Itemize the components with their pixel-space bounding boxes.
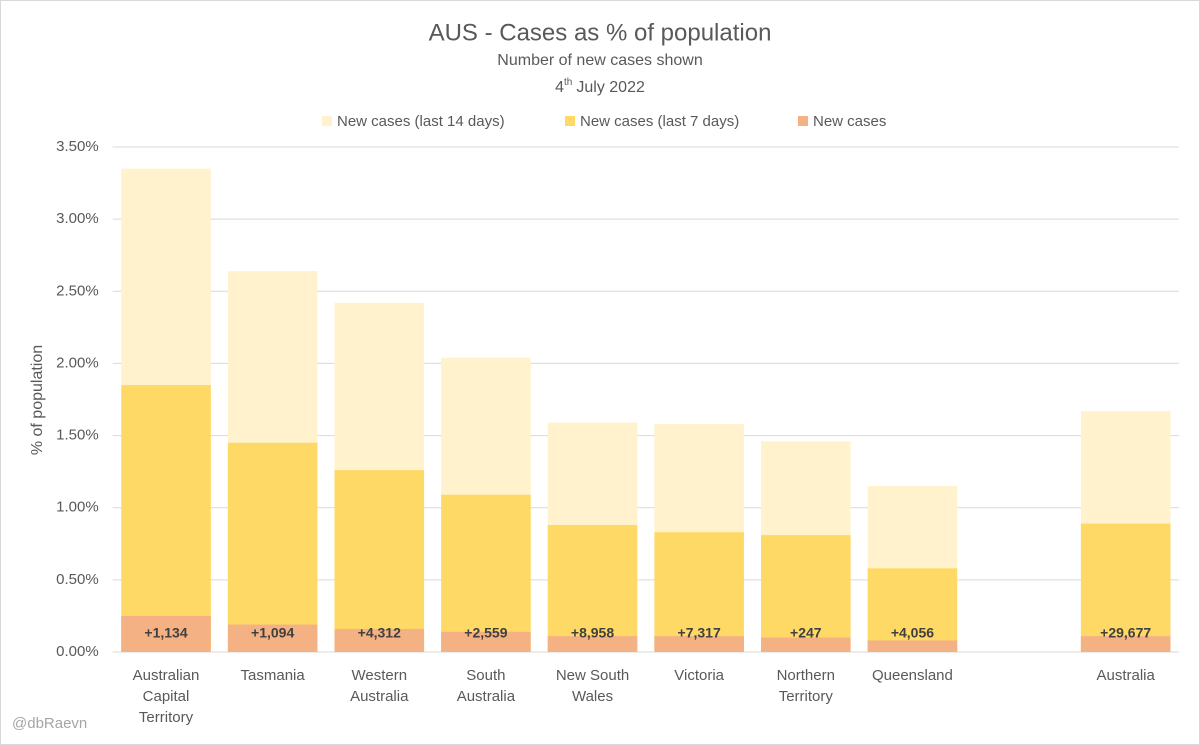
y-tick-label: 2.00% (56, 354, 99, 371)
y-tick-label: 3.00% (56, 210, 99, 227)
chart-title: AUS - Cases as % of population (429, 19, 772, 46)
x-tick-label: New South Wales (555, 667, 630, 705)
bar (121, 385, 211, 652)
y-tick-label: 1.50% (56, 427, 99, 444)
data-label: +247 (790, 625, 822, 641)
bar (1080, 523, 1171, 652)
legend-label: New cases (813, 113, 886, 130)
date-day: 4 (555, 79, 564, 96)
legend-swatch (798, 116, 808, 126)
chart-subtitle: Number of new cases shown (497, 52, 702, 69)
data-label: +1,134 (144, 625, 187, 641)
bar (654, 636, 744, 652)
data-label: +2,559 (464, 625, 507, 641)
data-label: +29,677 (1100, 625, 1151, 641)
x-tick-label: Victoria (674, 667, 725, 684)
date-suffix: th (564, 77, 572, 88)
data-label: +4,312 (358, 625, 401, 641)
x-tick-label: Northern Territory (776, 667, 835, 705)
x-tick-label: Tasmania (240, 667, 305, 684)
bar (547, 525, 638, 652)
bar (334, 628, 425, 652)
y-axis-label: % of population (29, 345, 46, 455)
legend-label: New cases (last 7 days) (580, 113, 739, 130)
data-label: +7,317 (678, 625, 721, 641)
bar (547, 636, 638, 652)
x-tick-label: Western Australia (350, 667, 409, 705)
legend-swatch (322, 116, 332, 126)
x-tick-label: Australian Capital Territory (132, 667, 200, 726)
date-rest: July 2022 (576, 79, 645, 96)
data-label: +1,094 (251, 625, 294, 641)
x-tick-label: South Australia (456, 667, 516, 705)
credit: @dbRaevn (12, 715, 87, 732)
y-tick-label: 2.50% (56, 282, 99, 299)
legend-swatch (565, 116, 575, 126)
data-label: +4,056 (891, 625, 934, 641)
bar (441, 494, 531, 652)
chart-date: 4th July 2022 (555, 77, 645, 97)
bar (654, 532, 744, 652)
y-tick-label: 3.50% (56, 138, 99, 155)
x-tick-label: Queensland (871, 667, 953, 684)
y-tick-label: 1.00% (56, 499, 99, 516)
data-label: +8,958 (571, 625, 614, 641)
bar (227, 624, 318, 652)
x-tick-label: Australia (1096, 667, 1155, 684)
bar (227, 442, 318, 652)
bar (1080, 636, 1171, 652)
bar (441, 631, 531, 652)
bar (121, 615, 211, 652)
y-tick-label: 0.50% (56, 571, 99, 588)
bar (867, 568, 958, 652)
legend-label: New cases (last 14 days) (337, 113, 505, 130)
bar (334, 470, 425, 652)
bar (867, 640, 958, 652)
bar (761, 535, 851, 652)
bar (761, 637, 851, 652)
y-tick-label: 0.00% (56, 643, 99, 660)
